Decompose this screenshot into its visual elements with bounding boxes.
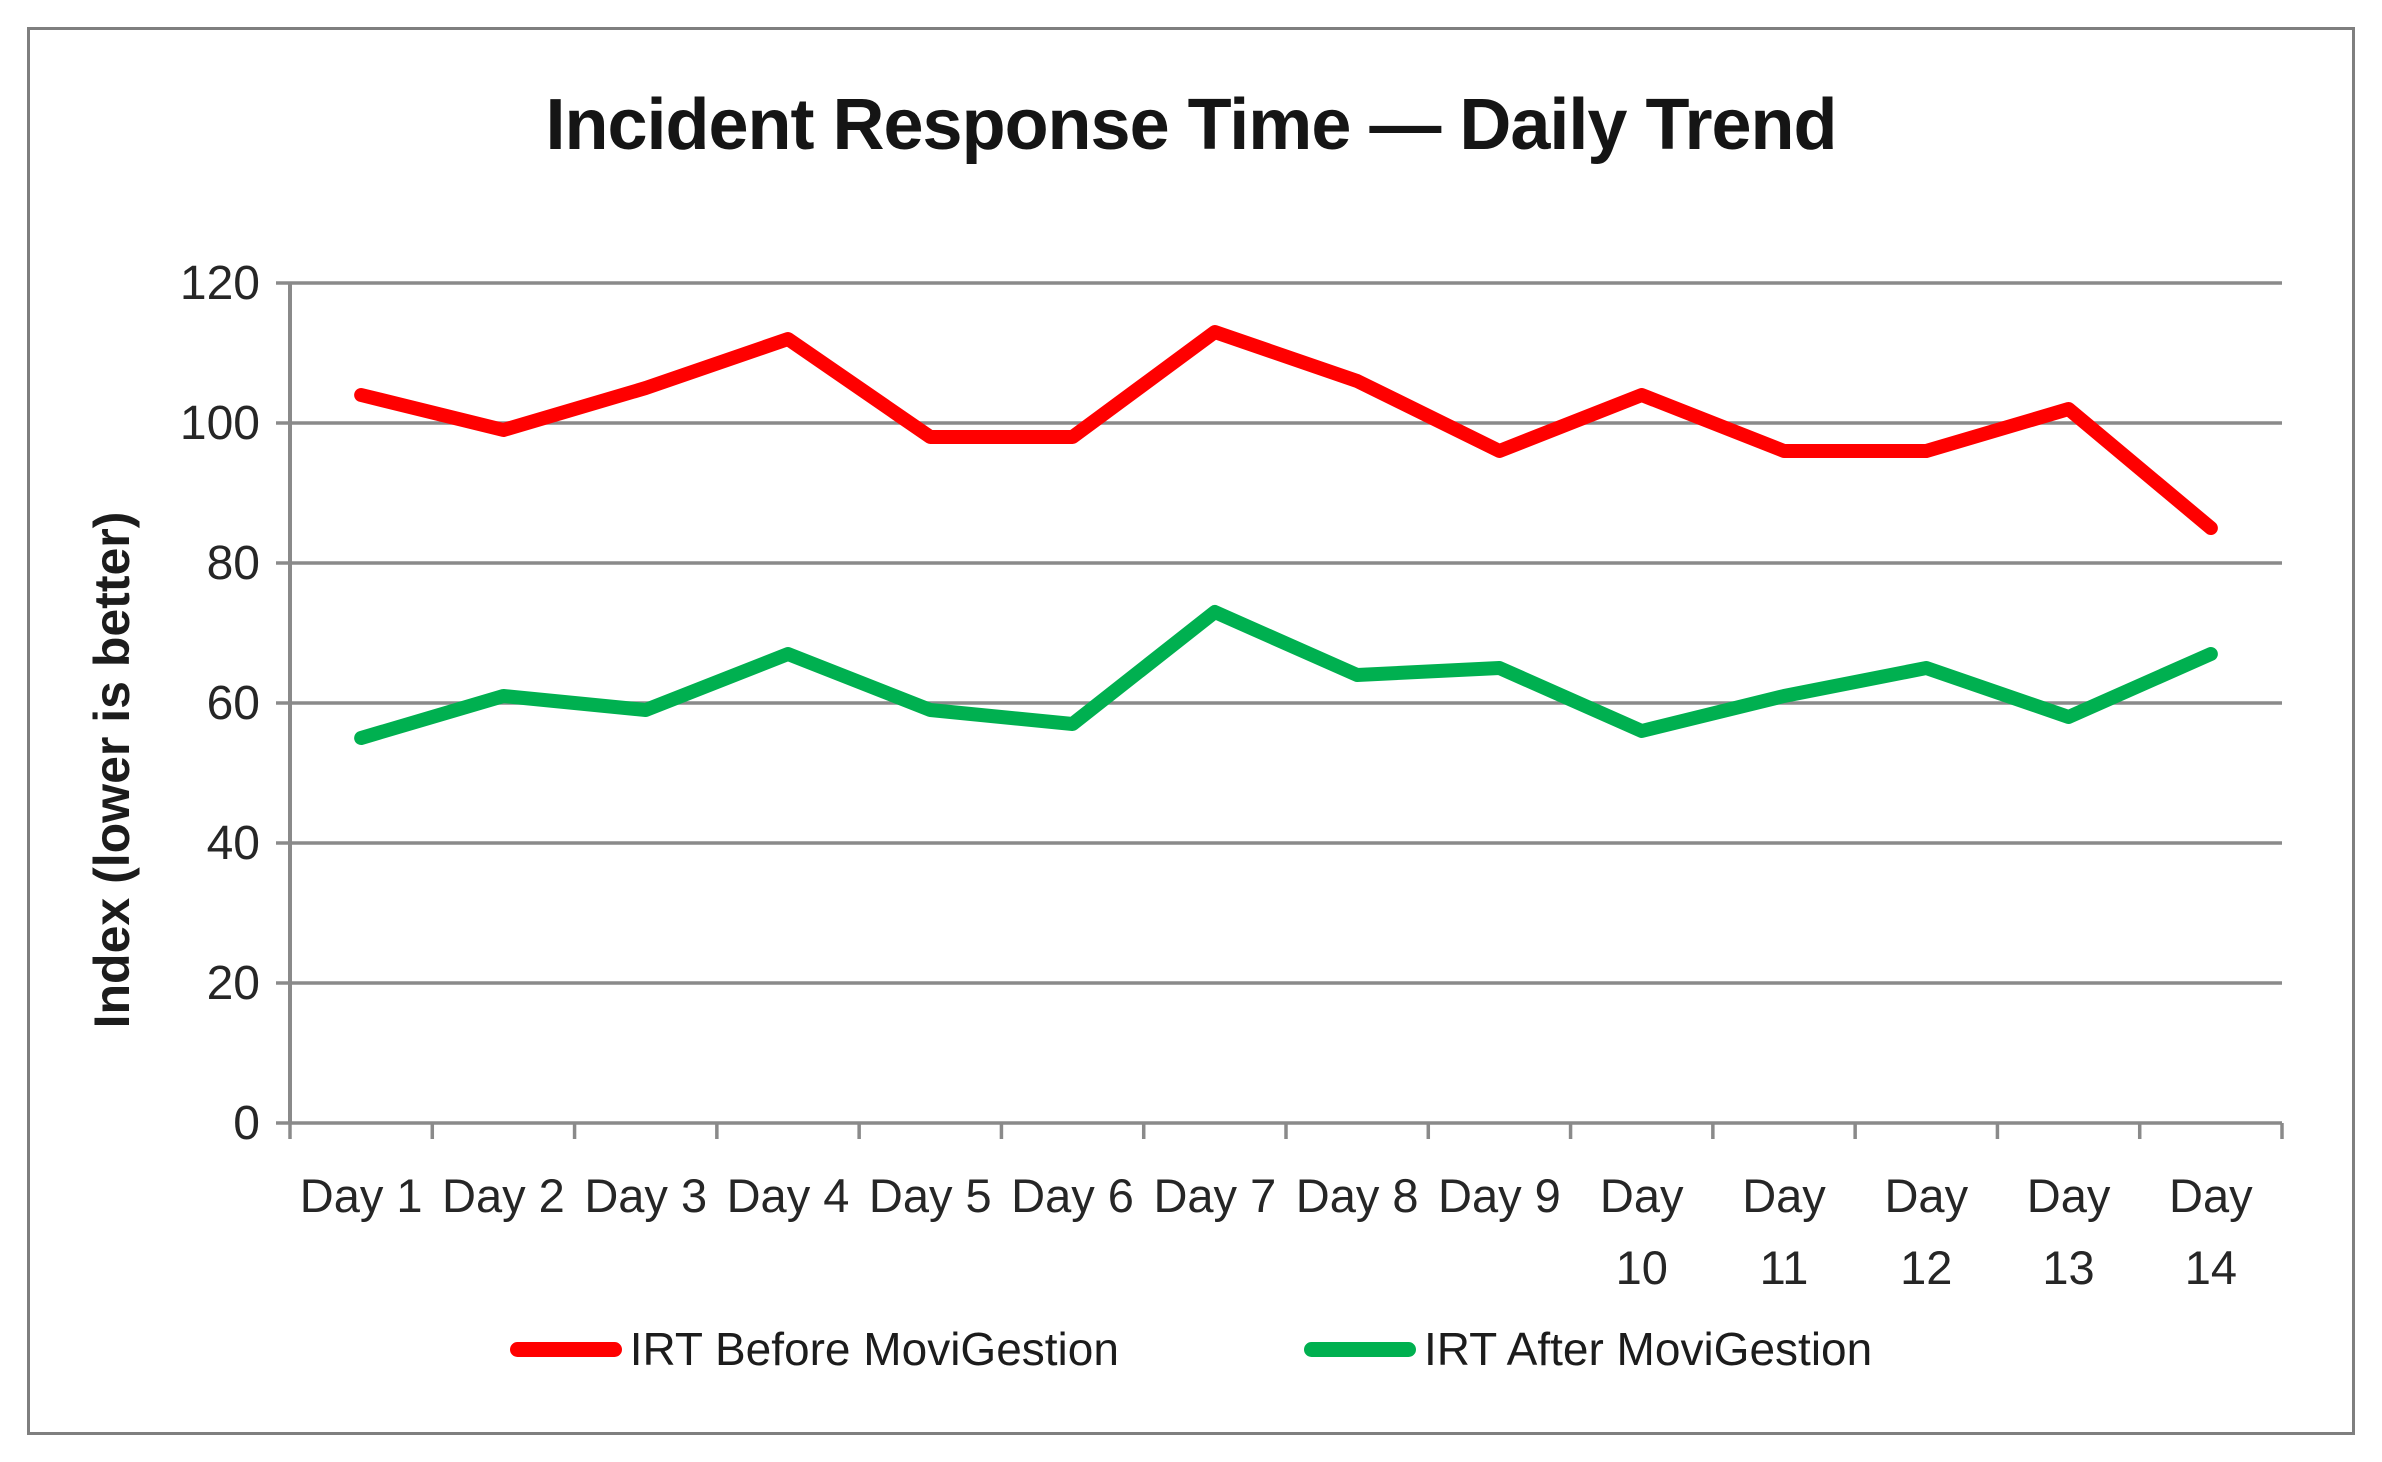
series-line-after [354,605,2218,745]
x-tick-label: Day 4 [727,1169,850,1222]
chart-border-frame [27,27,2355,1435]
x-tick-label: Day 12 [1884,1169,1968,1294]
y-tick-label: 0 [233,1097,260,1150]
legend-label-before: IRT Before MoviGestion [629,1323,1119,1375]
x-tick-label: Day 1 [300,1169,423,1222]
x-tick-label: Day 5 [869,1169,992,1222]
x-tick-label: Day 2 [442,1169,565,1222]
chart-legend: IRT Before MoviGestion IRT After MoviGes… [0,1322,2382,1376]
x-tick-label: Day 3 [584,1169,707,1222]
y-tick-label: 120 [180,257,260,310]
x-tick-label: Day 9 [1438,1169,1561,1222]
x-tick-label: Day 13 [2027,1169,2111,1294]
y-tick-label: 80 [207,537,260,590]
series-line-before [354,325,2218,535]
chart-title: Incident Response Time — Daily Trend [545,85,1837,165]
x-tick-label: Day 14 [2169,1169,2253,1294]
y-tick-label: 20 [207,957,260,1010]
x-tick-label: Day 7 [1153,1169,1276,1222]
legend-item-after: IRT After MoviGestion [1303,1322,1873,1376]
y-tick-label: 40 [207,817,260,870]
y-tick-label: 100 [180,397,260,450]
x-tick-label: Day 6 [1011,1169,1134,1222]
x-tick-label: Day 8 [1296,1169,1419,1222]
after-series-color-swatch [1303,1341,1416,1357]
x-tick-label: Day 11 [1742,1169,1826,1294]
legend-item-before: IRT Before MoviGestion [509,1322,1119,1376]
y-tick-label: 60 [207,677,260,730]
before-series-color-swatch [509,1341,622,1357]
legend-label-after: IRT After MoviGestion [1423,1323,1873,1375]
x-tick-label: Day 10 [1600,1169,1684,1294]
y-axis-title: Index (lower is better) [84,511,140,1029]
